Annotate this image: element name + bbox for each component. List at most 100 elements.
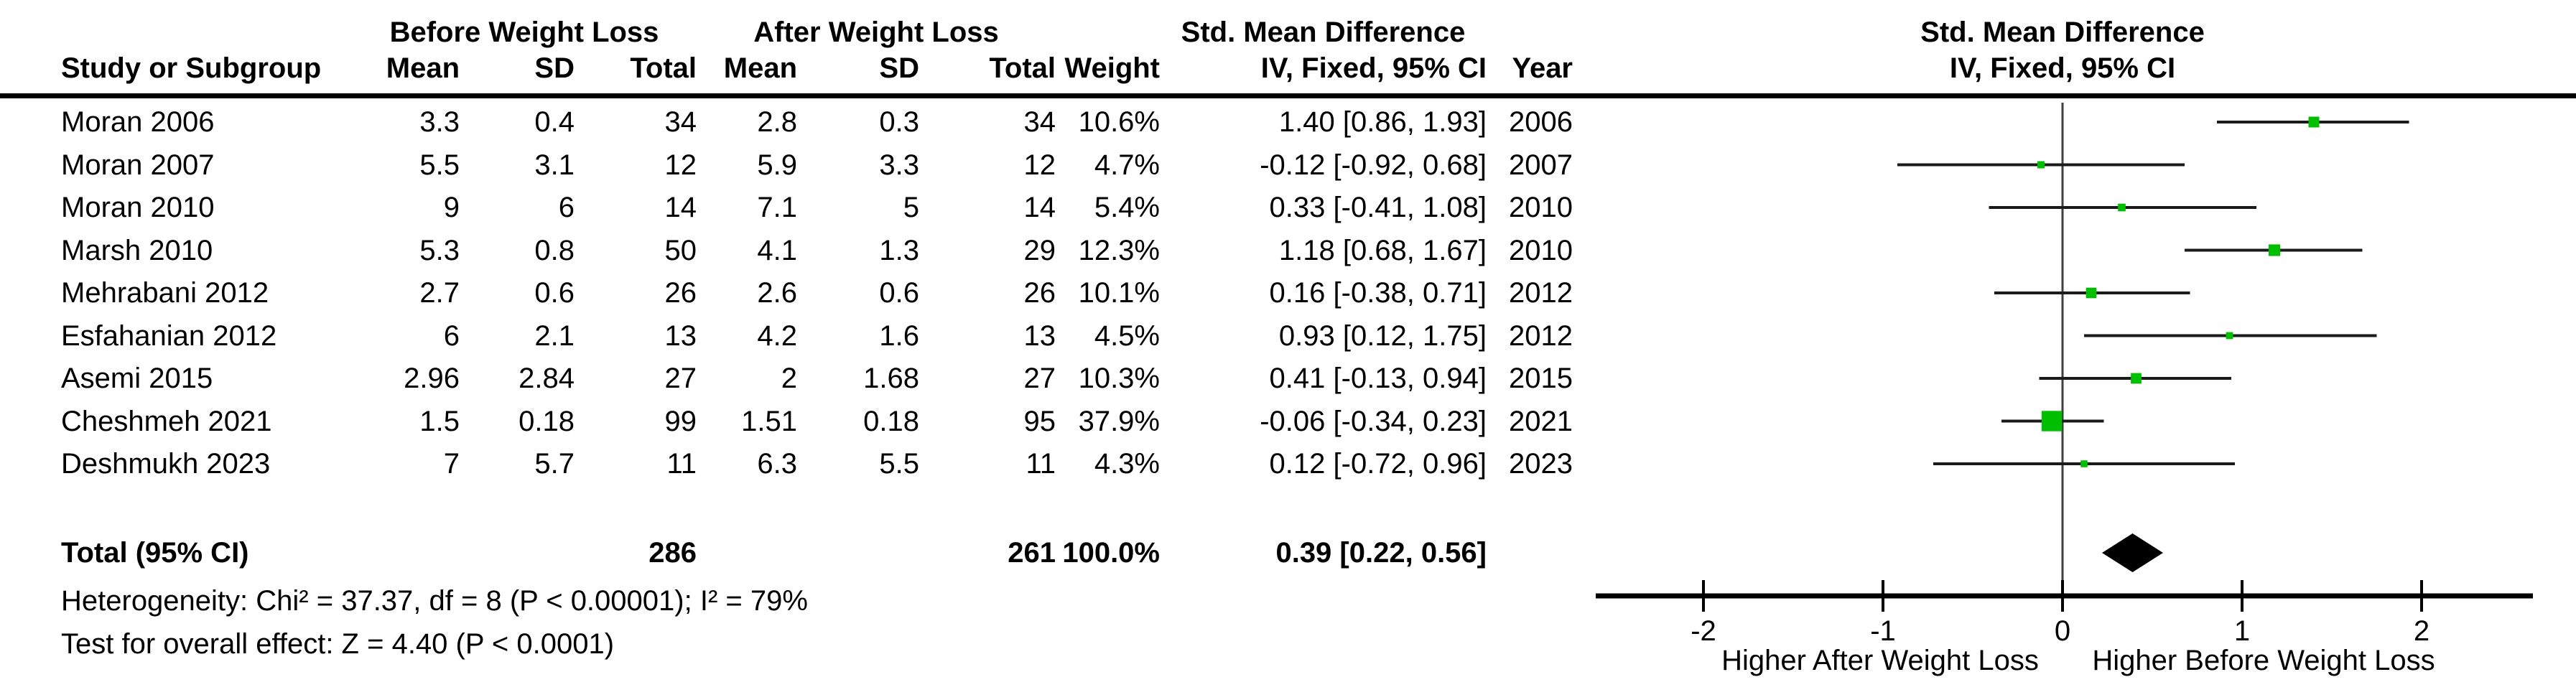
cell-weight: 10.6% — [1078, 106, 1160, 138]
cell-ci: -0.12 [-0.92, 0.68] — [1260, 149, 1487, 181]
table-row: Asemi 2015 2.96 2.84 27 2 1.68 27 10.3% … — [0, 360, 1652, 396]
total-label: Total (95% CI) — [61, 537, 249, 569]
axis-label-left: Higher After Weight Loss — [1721, 645, 2039, 676]
cell-mean-after: 7.1 — [757, 192, 797, 223]
cell-mean-after: 2.8 — [757, 106, 797, 138]
effect-square — [2118, 203, 2126, 212]
total-ci: 0.39 [0.22, 0.56] — [1275, 537, 1487, 569]
table-row: Moran 2010 9 6 14 7.1 5 14 5.4% 0.33 [-0… — [0, 190, 1652, 225]
cell-study: Deshmukh 2023 — [61, 448, 271, 480]
cell-mean-after: 4.2 — [757, 319, 797, 352]
cell-mean-after: 2 — [781, 363, 797, 394]
axis-tick-label: 0 — [2055, 615, 2070, 647]
cell-total-after: 95 — [1023, 405, 1056, 437]
header-smd-plot-line1: Std. Mean Difference — [1920, 17, 2205, 48]
cell-sd-after: 0.18 — [863, 405, 919, 437]
cell-total-before: 12 — [664, 149, 697, 181]
axis-tick-label: 2 — [2414, 615, 2429, 647]
cell-weight: 10.3% — [1078, 363, 1160, 394]
table-row: Moran 2007 5.5 3.1 12 5.9 3.3 12 4.7% -0… — [0, 147, 1652, 183]
effect-square — [2086, 287, 2097, 299]
cell-total-before: 27 — [664, 363, 697, 394]
cell-sd-after: 5 — [903, 192, 919, 223]
cell-mean-before: 6 — [443, 319, 460, 352]
cell-sd-before: 6 — [558, 192, 575, 223]
cell-mean-before: 1.5 — [419, 405, 460, 437]
axis-tick-label: 1 — [2234, 615, 2250, 647]
cell-mean-before: 5.5 — [419, 149, 460, 181]
cell-study: Esfahanian 2012 — [61, 319, 277, 352]
cell-total-before: 99 — [664, 405, 697, 437]
cell-total-after: 34 — [1023, 106, 1056, 138]
header-divider-line — [0, 93, 2576, 98]
cell-ci: -0.06 [-0.34, 0.23] — [1260, 405, 1487, 437]
cell-total-before: 13 — [664, 319, 697, 352]
cell-year: 2012 — [1509, 277, 1573, 309]
cell-ci: 1.40 [0.86, 1.93] — [1278, 106, 1487, 138]
cell-total-before: 11 — [666, 448, 697, 480]
cell-ci: 0.16 [-0.38, 0.71] — [1269, 277, 1487, 309]
cell-mean-after: 5.9 — [757, 149, 797, 181]
cell-study: Marsh 2010 — [61, 234, 213, 266]
cell-sd-before: 5.7 — [534, 448, 575, 480]
overall-effect-text: Test for overall effect: Z = 4.40 (P < 0… — [61, 628, 615, 660]
cell-year: 2010 — [1509, 192, 1573, 223]
header-smd-plot-line2: IV, Fixed, 95% CI — [1949, 52, 2176, 84]
cell-year: 2021 — [1509, 405, 1573, 437]
effect-square — [2131, 373, 2142, 384]
cell-sd-after: 1.6 — [879, 319, 919, 352]
effect-square — [2041, 411, 2063, 431]
cell-study: Moran 2006 — [61, 106, 215, 138]
cell-study: Moran 2010 — [61, 192, 215, 223]
cell-mean-after: 1.51 — [741, 405, 797, 437]
header-sd-before: SD — [534, 52, 575, 84]
cell-year: 2012 — [1509, 319, 1573, 352]
cell-mean-before: 9 — [443, 192, 460, 223]
cell-total-after: 12 — [1023, 149, 1056, 181]
effect-square — [2080, 460, 2088, 467]
cell-sd-after: 5.5 — [879, 448, 919, 480]
effect-square — [2226, 332, 2233, 340]
header-mean-after: Mean — [723, 52, 797, 84]
cell-mean-after: 4.1 — [757, 234, 797, 266]
header-sd-after: SD — [879, 52, 919, 84]
cell-total-before: 34 — [664, 106, 697, 138]
cell-sd-before: 0.4 — [534, 106, 575, 138]
table-row: Mehrabani 2012 2.7 0.6 26 2.6 0.6 26 10.… — [0, 275, 1652, 311]
cell-mean-before: 2.96 — [404, 363, 460, 394]
effect-square — [2308, 116, 2320, 128]
cell-sd-before: 0.18 — [519, 405, 575, 437]
cell-weight: 4.5% — [1094, 319, 1160, 352]
cell-sd-after: 3.3 — [879, 149, 919, 181]
total-row: Total (95% CI) 286 261 100.0% 0.39 [0.22… — [0, 535, 1652, 571]
cell-weight: 5.4% — [1094, 192, 1160, 223]
cell-year: 2007 — [1509, 149, 1573, 181]
cell-total-after: 13 — [1023, 319, 1056, 352]
header-mean-before: Mean — [386, 52, 460, 84]
table-row: Deshmukh 2023 7 5.7 11 6.3 5.5 11 4.3% 0… — [0, 446, 1652, 482]
cell-year: 2015 — [1509, 363, 1573, 394]
cell-study: Moran 2007 — [61, 149, 215, 181]
cell-weight: 4.3% — [1094, 448, 1160, 480]
total-n-after: 261 — [1008, 537, 1056, 569]
cell-mean-after: 2.6 — [757, 277, 797, 309]
header-study: Study or Subgroup — [61, 52, 322, 84]
cell-total-before: 26 — [664, 277, 697, 309]
cell-total-after: 14 — [1023, 192, 1056, 223]
cell-total-after: 11 — [1026, 448, 1056, 480]
cell-sd-before: 0.8 — [534, 234, 575, 266]
cell-sd-after: 1.68 — [863, 363, 919, 394]
cell-year: 2010 — [1509, 234, 1573, 266]
cell-study: Cheshmeh 2021 — [61, 405, 272, 437]
effect-square — [2268, 244, 2281, 256]
cell-sd-after: 1.3 — [879, 234, 919, 266]
axis-tick-label: -2 — [1691, 615, 1716, 647]
cell-total-after: 26 — [1023, 277, 1056, 309]
header-total-after: Total — [989, 52, 1056, 84]
cell-mean-before: 3.3 — [419, 106, 460, 138]
cell-ci: 0.41 [-0.13, 0.94] — [1269, 363, 1487, 394]
total-n-before: 286 — [648, 537, 697, 569]
cell-weight: 4.7% — [1094, 149, 1160, 181]
cell-weight: 37.9% — [1078, 405, 1160, 437]
